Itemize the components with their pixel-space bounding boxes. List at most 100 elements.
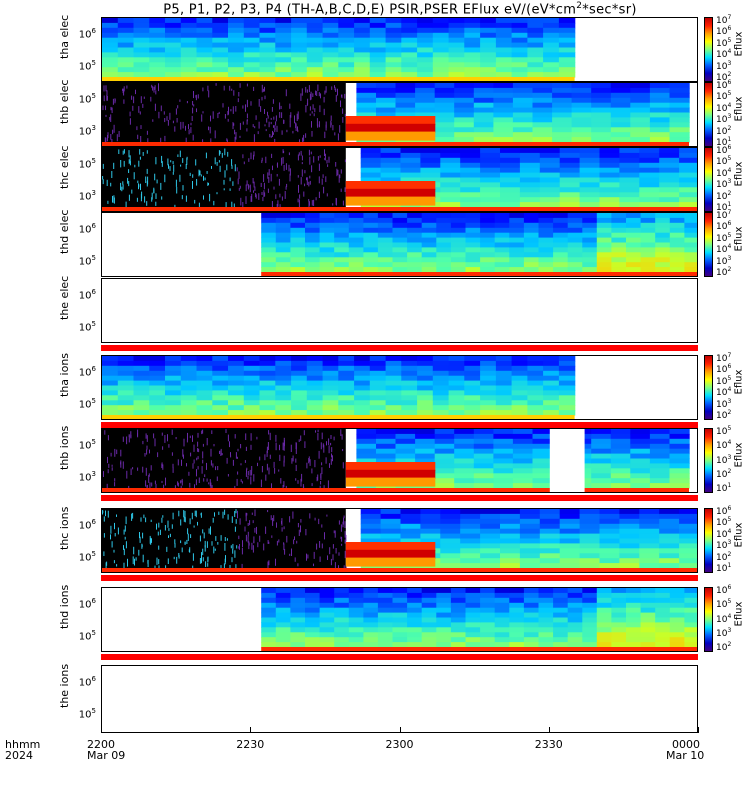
noise-stroke bbox=[210, 460, 212, 466]
heat-cell bbox=[400, 148, 421, 154]
heat-cell bbox=[495, 67, 513, 73]
heat-cell bbox=[275, 365, 292, 372]
heat-cell bbox=[519, 202, 541, 208]
noise-stroke bbox=[129, 161, 131, 166]
noise-stroke bbox=[285, 163, 287, 170]
heat-cell bbox=[611, 247, 627, 253]
heat-cell bbox=[421, 227, 437, 234]
heat-cell bbox=[559, 553, 581, 559]
heat-cell bbox=[519, 148, 541, 154]
heat-cell bbox=[165, 22, 182, 29]
heat-cell bbox=[212, 18, 229, 24]
heat-cell bbox=[165, 375, 182, 382]
noise-stroke bbox=[205, 561, 207, 567]
heat-cell bbox=[460, 533, 481, 540]
noise-stroke bbox=[138, 106, 140, 113]
heat-cell bbox=[464, 52, 481, 58]
panel-y-label: thd ions bbox=[50, 584, 80, 628]
heat-cell bbox=[630, 438, 651, 445]
heat-cell bbox=[261, 252, 277, 258]
noise-stroke bbox=[300, 177, 302, 185]
heat-cell bbox=[543, 42, 560, 49]
noise-stroke bbox=[112, 129, 114, 135]
heat-cell bbox=[532, 117, 553, 123]
noise-stroke bbox=[203, 195, 204, 200]
heat-cell bbox=[291, 360, 308, 367]
heat-cell bbox=[582, 592, 598, 599]
noise-stroke bbox=[273, 186, 275, 190]
heat-cell bbox=[655, 267, 671, 273]
heat-cell bbox=[243, 405, 261, 411]
heat-cell bbox=[559, 148, 581, 154]
heat-cell bbox=[538, 217, 554, 224]
heat-cell bbox=[639, 152, 660, 159]
heat-cell bbox=[376, 92, 397, 99]
heat-cell bbox=[369, 18, 387, 24]
heat-cell bbox=[291, 52, 308, 58]
noise-stroke bbox=[202, 429, 204, 434]
heat-cell bbox=[319, 257, 335, 263]
noise-stroke bbox=[191, 512, 193, 520]
heat-cell bbox=[558, 57, 576, 63]
noise-stroke bbox=[219, 450, 220, 454]
heat-cell bbox=[380, 162, 402, 169]
noise-stroke bbox=[207, 85, 209, 92]
noise-stroke bbox=[320, 481, 322, 485]
heat-cell bbox=[655, 612, 671, 619]
heat-cell bbox=[420, 513, 441, 520]
noise-stroke bbox=[305, 133, 307, 138]
heat-cell bbox=[360, 152, 382, 159]
noise-stroke bbox=[324, 149, 325, 156]
heat-cell bbox=[596, 637, 612, 643]
noise-stroke bbox=[311, 111, 313, 114]
heat-cell bbox=[460, 177, 481, 183]
heat-cell bbox=[306, 62, 324, 68]
heat-cell bbox=[599, 553, 620, 559]
heat-cell bbox=[596, 642, 612, 648]
noise-stroke bbox=[192, 435, 193, 442]
noise-stroke bbox=[246, 180, 248, 186]
noise-stroke bbox=[297, 523, 299, 528]
heat-cell bbox=[360, 509, 382, 515]
noise-stroke bbox=[120, 160, 122, 168]
heat-cell bbox=[532, 453, 553, 460]
heat-cell bbox=[434, 87, 455, 94]
heat-cell bbox=[464, 32, 481, 39]
heat-cell bbox=[319, 262, 335, 268]
heat-cell bbox=[436, 237, 452, 244]
heat-cell bbox=[655, 617, 671, 623]
heat-cell bbox=[500, 187, 521, 193]
heat-cell bbox=[319, 592, 335, 599]
heat-cell bbox=[377, 637, 394, 643]
heat-cell bbox=[261, 242, 277, 248]
heat-cell bbox=[619, 162, 640, 169]
heat-cell bbox=[480, 22, 497, 29]
panel-thd-ions bbox=[101, 587, 698, 652]
noise-stroke bbox=[237, 448, 239, 452]
heat-cell bbox=[436, 247, 452, 253]
heat-cell bbox=[454, 443, 475, 450]
noise-stroke bbox=[300, 153, 302, 156]
noise-stroke bbox=[107, 200, 109, 204]
heat-cell bbox=[400, 509, 421, 515]
heat-cell bbox=[436, 213, 452, 219]
heat-cell bbox=[480, 622, 496, 628]
colorbar-tick: 106 bbox=[716, 505, 732, 517]
heat-cell bbox=[579, 563, 601, 569]
heat-cell bbox=[464, 385, 481, 391]
noise-stroke bbox=[140, 193, 142, 202]
heat-cell bbox=[377, 607, 394, 614]
noise-stroke bbox=[261, 192, 263, 195]
noise-stroke bbox=[151, 84, 153, 88]
noise-stroke bbox=[266, 450, 268, 457]
heat-cell bbox=[380, 172, 402, 179]
heat-cell bbox=[319, 217, 335, 224]
heat-cell bbox=[464, 390, 481, 396]
heat-cell bbox=[275, 262, 291, 268]
heat-cell bbox=[532, 473, 553, 479]
noise-stroke bbox=[217, 542, 219, 545]
noise-stroke bbox=[325, 124, 327, 131]
noise-stroke bbox=[247, 471, 249, 476]
noise-stroke bbox=[213, 546, 215, 554]
heat-cell bbox=[553, 612, 569, 619]
